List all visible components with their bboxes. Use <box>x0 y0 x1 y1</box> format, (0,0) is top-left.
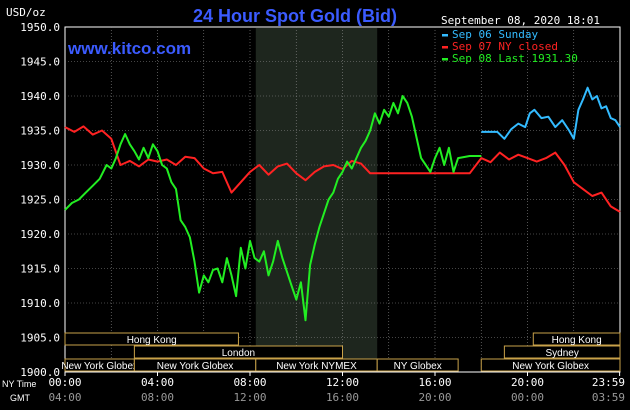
y-tick-label: 1910.0 <box>20 297 60 310</box>
session-bar: New York Globex <box>61 358 138 372</box>
y-tick-label: 1905.0 <box>20 332 60 345</box>
y-tick-label: 1930.0 <box>20 159 60 172</box>
gmt-label: GMT <box>10 393 30 403</box>
session-bar-box <box>503 345 621 359</box>
session-bar-box <box>480 358 621 372</box>
y-tick-label: 1920.0 <box>20 228 60 241</box>
session-bar-box <box>532 332 621 346</box>
session-bar-label: NY Globex <box>394 361 442 372</box>
legend-label: Sep 06 Sunday <box>452 28 538 41</box>
timestamp: September 08, 2020 18:01 <box>441 14 600 27</box>
session-bar-label: London <box>222 348 255 359</box>
x-tick-label-ny: 08:00 <box>233 376 266 389</box>
session-bar: NY Globex <box>376 358 459 372</box>
chart-title: 24 Hour Spot Gold (Bid) <box>193 6 397 26</box>
unit-label: USD/oz <box>6 6 46 19</box>
session-bar: New York Globex <box>133 358 257 372</box>
y-tick-label: 1925.0 <box>20 194 60 207</box>
legend-swatch <box>442 58 448 61</box>
session-bar: Sydney <box>503 345 621 359</box>
y-tick-label: 1900.0 <box>20 366 60 379</box>
y-tick-label: 1940.0 <box>20 90 60 103</box>
session-bar-box <box>64 332 239 346</box>
series-line-2 <box>64 125 621 213</box>
session-bar-label: New York NYMEX <box>276 361 357 372</box>
legend-label: Sep 07 NY closed <box>452 40 558 53</box>
session-bar-box <box>133 345 343 359</box>
x-tick-label-ny: 00:00 <box>48 376 81 389</box>
x-tick-label-ny: 12:00 <box>326 376 359 389</box>
session-bar-label: Hong Kong <box>552 335 602 346</box>
series-lines <box>64 86 621 322</box>
x-tick-label-ny: 23:59 <box>592 376 625 389</box>
series-line-1 <box>481 86 621 140</box>
x-tick-label-ny: 16:00 <box>418 376 451 389</box>
y-tick-label: 1935.0 <box>20 125 60 138</box>
nymex-session-band <box>255 28 378 371</box>
x-tick-label-gmt: 04:00 <box>48 391 81 404</box>
legend-label: Sep 08 Last 1931.30 <box>452 52 578 65</box>
x-tick-label-gmt: 08:00 <box>141 391 174 404</box>
x-tick-label-gmt: 03:59 <box>592 391 625 404</box>
session-bar: Hong Kong <box>64 332 239 346</box>
session-bar-label: Hong Kong <box>127 335 177 346</box>
y-tick-label: 1945.0 <box>20 56 60 69</box>
session-bar: New York NYMEX <box>255 358 378 372</box>
session-bar-box <box>376 358 459 372</box>
session-bar-label: New York Globex <box>157 361 234 372</box>
session-bar: Hong Kong <box>532 332 621 346</box>
session-bar-label: Sydney <box>546 348 579 359</box>
session-bar: New York Globex <box>480 358 621 372</box>
x-tick-label-gmt: 00:00 <box>511 391 544 404</box>
x-tick-label-gmt: 20:00 <box>418 391 451 404</box>
session-bar-label: New York Globex <box>512 361 589 372</box>
session-bar: London <box>133 345 343 359</box>
x-tick-label-gmt: 12:00 <box>233 391 266 404</box>
ny-time-label: NY Time <box>2 379 36 389</box>
session-bar-label: New York Globex <box>61 361 138 372</box>
legend-swatch <box>442 46 448 49</box>
legend-swatch <box>442 34 448 37</box>
y-tick-label: 1915.0 <box>20 263 60 276</box>
plot-background-layer <box>64 26 621 373</box>
session-bars: Hong Kong Hong Kong London Sydney New York G… <box>61 332 621 372</box>
y-tick-label: 1950.0 <box>20 21 60 34</box>
x-tick-label-gmt: 16:00 <box>326 391 359 404</box>
x-tick-label-ny: 04:00 <box>141 376 174 389</box>
watermark: www.kitco.com <box>67 39 191 58</box>
series-line-3 <box>64 95 482 322</box>
x-tick-label-ny: 20:00 <box>511 376 544 389</box>
